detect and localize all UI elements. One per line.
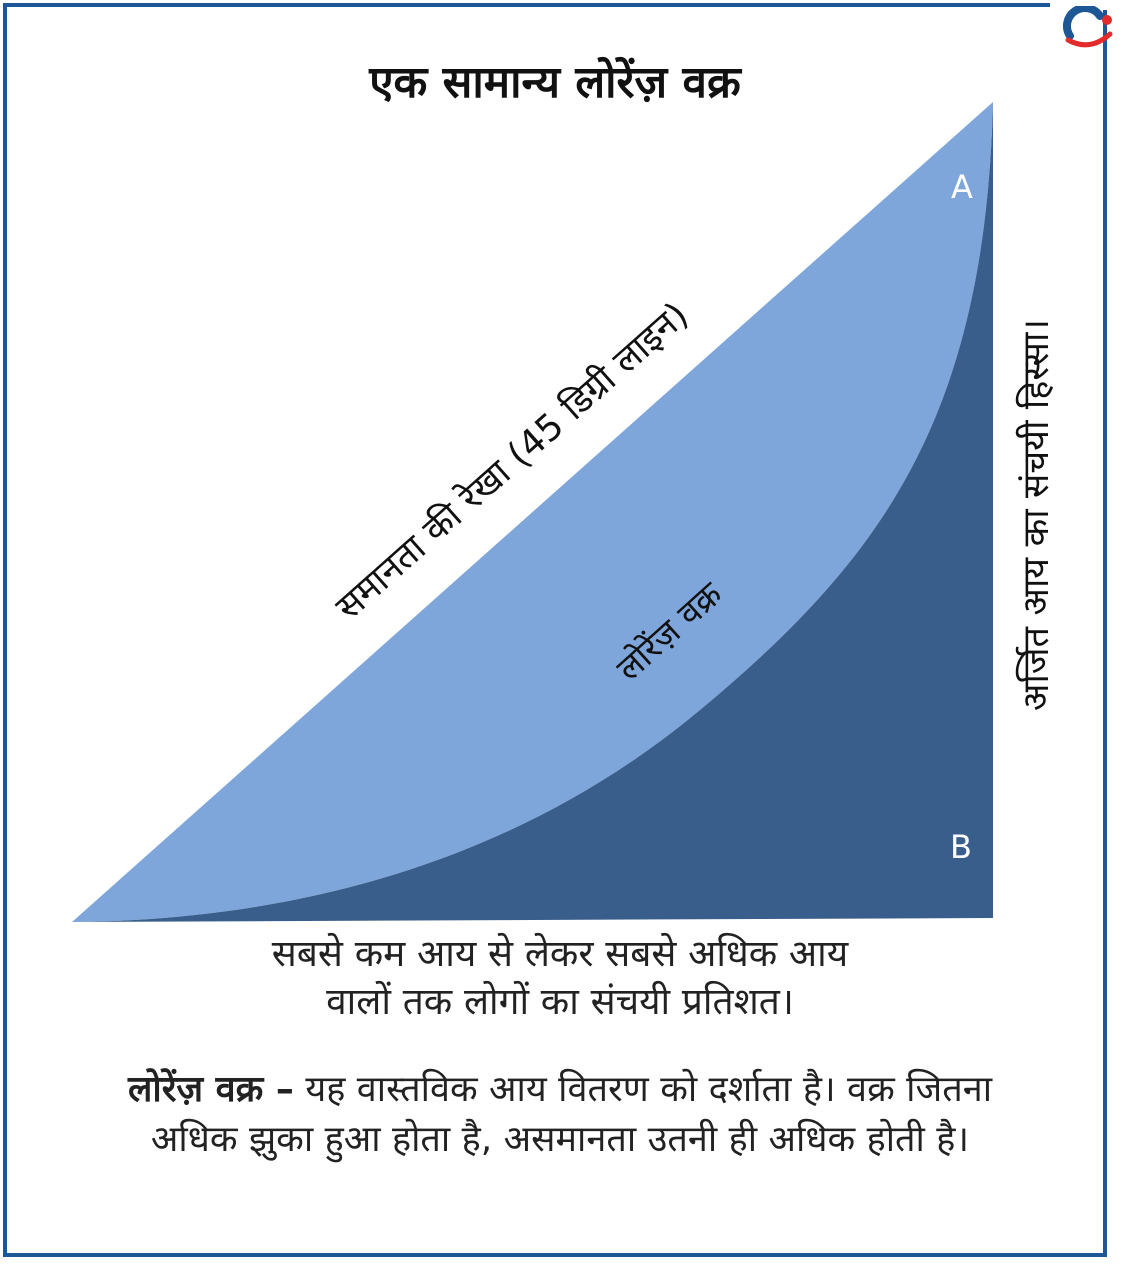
page-title: एक सामान्य लोरेंज़ वक्र: [369, 57, 741, 108]
description-term: लोरेंज़ वक्र –: [127, 1069, 294, 1110]
description-text: यह वास्तविक आय वितरण को दर्शाता है। वक्र…: [150, 1069, 993, 1160]
x-axis-label: सबसे कम आय से लेकर सबसे अधिक आय वालों तक…: [150, 930, 970, 1026]
area-a: [72, 102, 993, 922]
image-frame: [3, 3, 1107, 1257]
x-axis-label-line1: सबसे कम आय से लेकर सबसे अधिक आय: [271, 932, 849, 975]
brand-logo-icon: [1062, 6, 1113, 48]
area-a-label: A: [951, 168, 973, 206]
x-axis-label-line2: वालों तक लोगों का संचयी प्रतिशत।: [326, 980, 794, 1023]
frame-gap: [1050, 0, 1122, 10]
description: लोरेंज़ वक्र – यह वास्तविक आय वितरण को द…: [95, 1065, 1025, 1165]
area-b-label: B: [950, 828, 972, 866]
area-b: [72, 102, 993, 922]
y-axis-label: अर्जित आय का संचयी हिस्सा।: [1015, 319, 1057, 711]
